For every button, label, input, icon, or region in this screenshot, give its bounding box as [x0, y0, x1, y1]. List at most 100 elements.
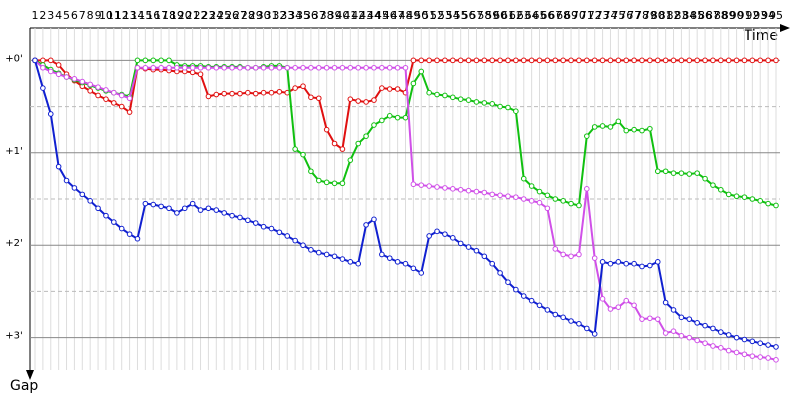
data-point [702, 175, 708, 182]
data-point [229, 64, 235, 71]
data-point [568, 253, 574, 260]
data-point [584, 186, 590, 192]
data-point [126, 95, 133, 102]
x-tick-label: 15 [138, 9, 152, 22]
x-tick-label: 44 [367, 9, 381, 22]
data-point [426, 183, 432, 189]
x-tick-label: 13 [123, 9, 137, 22]
x-tick-label: 70 [572, 9, 586, 22]
data-point [623, 127, 630, 134]
data-point [205, 93, 212, 100]
data-point [363, 133, 369, 139]
x-tick-label: 7 [79, 9, 86, 22]
data-point [647, 315, 653, 322]
x-tick-label: 92 [745, 9, 759, 22]
data-point [576, 57, 582, 64]
x-tick-label: 16 [146, 9, 160, 22]
x-tick-label: 34 [288, 9, 302, 22]
data-point [639, 316, 645, 322]
data-point [702, 340, 708, 346]
data-point [552, 246, 559, 252]
data-point [662, 168, 669, 175]
data-point [111, 100, 117, 106]
data-point [741, 194, 748, 200]
data-point [434, 228, 440, 235]
data-point [773, 357, 779, 363]
data-point [757, 198, 764, 204]
data-point [63, 177, 70, 184]
data-point [710, 57, 716, 64]
data-point [402, 64, 409, 71]
data-point [481, 189, 488, 196]
data-point [40, 64, 46, 71]
data-point [623, 297, 630, 304]
data-point [379, 85, 385, 91]
data-point [623, 260, 630, 267]
data-point [323, 179, 330, 186]
x-tick-label: 28 [241, 9, 255, 22]
x-tick-label: 62 [509, 9, 523, 22]
data-point [513, 194, 519, 200]
data-point [197, 207, 204, 213]
data-point [189, 200, 196, 207]
data-point [568, 200, 574, 207]
data-point [631, 260, 637, 267]
y-arrow [26, 370, 34, 380]
x-tick-label: 20 [178, 9, 192, 22]
data-point [576, 202, 582, 209]
data-point [497, 270, 503, 276]
data-point [615, 118, 622, 125]
data-point [647, 262, 653, 269]
data-point [615, 259, 622, 265]
data-point [418, 68, 425, 75]
data-point [536, 302, 543, 309]
data-point [442, 231, 448, 237]
data-point [47, 68, 54, 75]
x-tick-label: 31 [264, 9, 278, 22]
data-point [40, 57, 46, 64]
x-tick-label: 94 [761, 9, 775, 22]
x-tick-label: 90 [730, 9, 744, 22]
data-point [678, 57, 685, 64]
x-tick-label: 1 [32, 9, 39, 22]
data-point [465, 244, 472, 250]
data-point [449, 235, 456, 241]
data-point [394, 259, 401, 265]
data-point [323, 126, 330, 133]
data-point [331, 64, 338, 71]
data-point [339, 64, 346, 71]
x-tick-label: 78 [635, 9, 649, 22]
data-point [315, 95, 322, 102]
data-point [591, 124, 598, 130]
data-point [599, 123, 606, 129]
x-tick-label: 63 [517, 9, 531, 22]
x-tick-label: 10 [99, 9, 113, 22]
x-tick-label: 41 [343, 9, 357, 22]
data-point [426, 89, 432, 96]
data-point [418, 270, 425, 276]
data-point [150, 64, 157, 71]
data-point [347, 157, 354, 163]
data-point [103, 96, 109, 102]
data-point [245, 64, 251, 71]
data-point [544, 57, 551, 64]
data-point [686, 57, 693, 64]
data-point [426, 233, 432, 239]
x-tick-label: 80 [651, 9, 665, 22]
data-point [544, 192, 551, 199]
data-point [725, 191, 732, 198]
data-point [134, 64, 141, 71]
x-tick-label: 12 [115, 9, 129, 22]
x-tick-label: 57 [469, 9, 483, 22]
data-point [63, 74, 70, 80]
data-point [505, 104, 511, 111]
data-point [150, 201, 157, 208]
x-tick-label: 93 [753, 9, 767, 22]
data-point [552, 196, 559, 202]
data-point [315, 249, 322, 256]
data-point [662, 330, 669, 336]
x-tick-label: 69 [564, 9, 578, 22]
data-point [252, 64, 259, 71]
